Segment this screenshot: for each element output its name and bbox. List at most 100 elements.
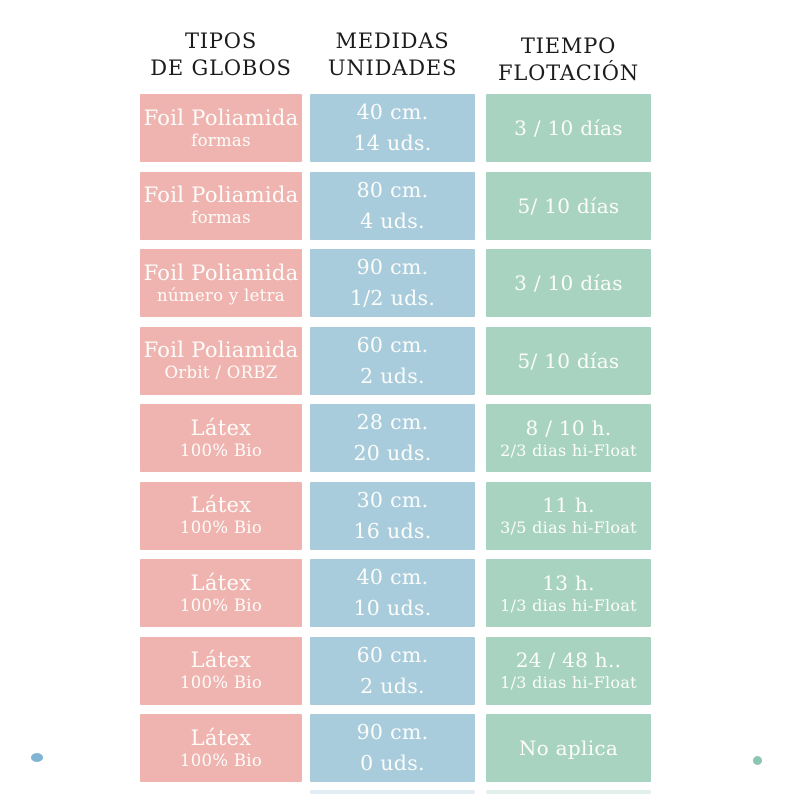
size-value: 30 cm. <box>356 487 429 512</box>
float-time: 11 h. <box>542 493 595 518</box>
measure-cell: 80 cm. 4 uds. <box>310 171 475 240</box>
balloon-type-cell: Foil Poliamida Orbit / ORBZ <box>140 326 302 395</box>
measure-cell: 28 cm. 20 uds. <box>310 404 475 472</box>
balloon-type: Foil Poliamida <box>143 105 299 130</box>
balloon-type: Látex <box>190 493 252 518</box>
float-time: 24 / 48 h.. <box>515 648 622 673</box>
column-header-medidas: MEDIDAS UNIDADES <box>310 28 475 82</box>
float-time-note: 3/5 dias hi-Float <box>500 518 637 538</box>
size-value: 60 cm. <box>356 642 429 667</box>
header-line: TIEMPO <box>520 34 617 58</box>
table-row: Látex 100% Bio 40 cm. 10 uds. 13 h. 1/3 … <box>140 559 651 627</box>
balloon-type-cell: Látex 100% Bio <box>140 714 302 782</box>
size-value: 90 cm. <box>356 255 429 280</box>
units-value: 1/2 uds. <box>349 286 436 310</box>
balloon-type-cell: Foil Poliamida número y letra <box>140 249 302 317</box>
float-time: 3 / 10 días <box>514 271 623 295</box>
decor-dot-green <box>753 756 762 765</box>
column-header-tiempo: TIEMPO FLOTACIÓN <box>486 33 651 87</box>
header-line: TIPOS <box>184 29 258 53</box>
float-time: 5/ 10 días <box>517 193 620 218</box>
decor-dot-blue <box>31 753 43 762</box>
balloon-type: Látex <box>190 570 252 595</box>
size-value: 80 cm. <box>356 177 429 202</box>
balloon-subtype: 100% Bio <box>179 518 263 538</box>
units-value: 2 uds. <box>360 673 425 698</box>
balloon-subtype: Orbit / ORBZ <box>164 363 278 383</box>
balloon-type: Látex <box>190 415 252 440</box>
table-row: Látex 100% Bio 30 cm. 16 uds. 11 h. 3/5 … <box>140 481 651 550</box>
float-time-note: 2/3 dias hi-Float <box>500 440 637 460</box>
balloon-type: Foil Poliamida <box>143 260 299 285</box>
units-value: 0 uds. <box>360 751 425 775</box>
table-row: Foil Poliamida número y letra 90 cm. 1/2… <box>140 249 651 317</box>
balloon-type: Foil Poliamida <box>143 183 299 208</box>
balloon-subtype: 100% Bio <box>179 440 263 460</box>
size-value: 28 cm. <box>356 410 429 435</box>
balloon-subtype: número y letra <box>157 285 285 305</box>
size-value: 40 cm. <box>356 565 429 590</box>
table-row: Látex 100% Bio 90 cm. 0 uds. No aplica <box>140 714 651 782</box>
table-row: Látex 100% Bio 28 cm. 20 uds. 8 / 10 h. … <box>140 404 651 472</box>
column-header-tipos: TIPOS DE GLOBOS <box>140 28 302 82</box>
balloon-subtype: formas <box>191 208 251 228</box>
measure-cell: 40 cm. 10 uds. <box>310 559 475 627</box>
balloon-subtype: formas <box>191 130 251 150</box>
table-row: Foil Poliamida formas 40 cm. 14 uds. 3 /… <box>140 94 651 162</box>
balloon-type-cell: Látex 100% Bio <box>140 636 302 705</box>
float-time: No aplica <box>518 736 619 760</box>
measure-cell: 60 cm. 2 uds. <box>310 326 475 395</box>
header-line: DE GLOBOS <box>150 55 292 80</box>
float-time: 8 / 10 h. <box>525 415 612 440</box>
units-value: 4 uds. <box>360 208 425 233</box>
units-value: 10 uds. <box>353 596 432 620</box>
float-time-cell: 24 / 48 h.. 1/3 dias hi-Float <box>486 636 651 705</box>
table-row: Foil Poliamida Orbit / ORBZ 60 cm. 2 uds… <box>140 326 651 395</box>
float-time-cell: 5/ 10 días <box>486 171 651 240</box>
header-line: MEDIDAS <box>335 29 450 53</box>
float-time: 13 h. <box>542 570 595 595</box>
measure-cell: 90 cm. 0 uds. <box>310 714 475 782</box>
units-value: 16 uds. <box>353 518 432 543</box>
measure-cell: 40 cm. 14 uds. <box>310 94 475 162</box>
size-value: 40 cm. <box>356 100 429 125</box>
float-time: 5/ 10 días <box>517 348 620 373</box>
table-row: Foil Poliamida formas 80 cm. 4 uds. 5/ 1… <box>140 171 651 240</box>
float-time-cell: 8 / 10 h. 2/3 dias hi-Float <box>486 404 651 472</box>
balloon-type-cell: Foil Poliamida formas <box>140 94 302 162</box>
float-time: 3 / 10 días <box>514 116 623 140</box>
measure-cell: 30 cm. 16 uds. <box>310 481 475 550</box>
balloon-table: Foil Poliamida formas 40 cm. 14 uds. 3 /… <box>140 94 651 792</box>
header-line: FLOTACIÓN <box>498 60 639 85</box>
balloon-type: Látex <box>190 725 252 750</box>
float-time-cell: 3 / 10 días <box>486 94 651 162</box>
float-time-note: 1/3 dias hi-Float <box>500 673 637 693</box>
float-time-cell: 11 h. 3/5 dias hi-Float <box>486 481 651 550</box>
float-time-cell: No aplica <box>486 714 651 782</box>
balloon-type-cell: Foil Poliamida formas <box>140 171 302 240</box>
table-row: Látex 100% Bio 60 cm. 2 uds. 24 / 48 h..… <box>140 636 651 705</box>
measure-cell: 60 cm. 2 uds. <box>310 636 475 705</box>
units-value: 2 uds. <box>360 363 425 388</box>
size-value: 60 cm. <box>356 332 429 357</box>
balloon-type-cell: Látex 100% Bio <box>140 559 302 627</box>
balloon-type: Foil Poliamida <box>143 338 299 363</box>
balloon-type: Látex <box>190 648 252 673</box>
float-time-note: 1/3 dias hi-Float <box>500 595 637 615</box>
units-value: 20 uds. <box>353 441 432 465</box>
float-time-cell: 3 / 10 días <box>486 249 651 317</box>
header-row: TIPOS DE GLOBOS MEDIDAS UNIDADES TIEMPO … <box>140 28 651 85</box>
cropped-next-row-blue <box>310 790 475 794</box>
header-line: UNIDADES <box>327 55 458 80</box>
balloon-type-cell: Látex 100% Bio <box>140 404 302 472</box>
cropped-next-row-green <box>486 790 651 794</box>
balloon-type-cell: Látex 100% Bio <box>140 481 302 550</box>
float-time-cell: 5/ 10 días <box>486 326 651 395</box>
balloon-subtype: 100% Bio <box>179 673 263 693</box>
units-value: 14 uds. <box>353 131 432 155</box>
float-time-cell: 13 h. 1/3 dias hi-Float <box>486 559 651 627</box>
size-value: 90 cm. <box>356 720 429 745</box>
measure-cell: 90 cm. 1/2 uds. <box>310 249 475 317</box>
balloon-subtype: 100% Bio <box>179 595 263 615</box>
balloon-subtype: 100% Bio <box>179 750 263 770</box>
